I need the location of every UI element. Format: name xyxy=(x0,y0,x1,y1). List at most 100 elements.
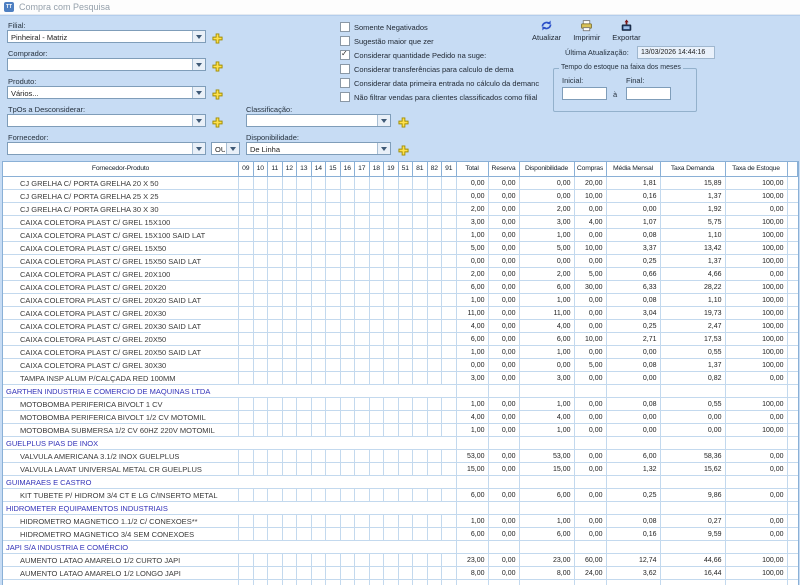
column-header-1[interactable]: Reserva xyxy=(488,162,520,177)
table-row[interactable]: VALVULA AMERICANA 3.1/2 INOX GUELPLUS 53,… xyxy=(3,450,798,463)
supplier-group-row[interactable]: HIDROMETER EQUIPAMENTOS INDUSTRIAIS xyxy=(3,502,798,515)
tpos-combo[interactable] xyxy=(7,114,206,127)
column-header-5[interactable]: Taxa Demanda xyxy=(660,162,726,177)
table-row[interactable]: CJ GRELHA C/ PORTA GRELHA 20 X 50 0,00 0,0… xyxy=(3,177,798,190)
table-row[interactable]: VALVULA LAVAT UNIVERSAL METAL CR GUELPLU… xyxy=(3,463,798,476)
column-header-fornecedor-produto[interactable]: Fornecedor-Produto xyxy=(3,162,239,177)
month-cell-82 xyxy=(428,580,442,585)
column-header-3[interactable]: Compras xyxy=(574,162,607,177)
table-row[interactable]: AUMENTO LATAO AMARELO 1/2 CURTO JAPI 23,0… xyxy=(3,554,798,567)
exportar-button[interactable]: Exportar xyxy=(612,19,641,42)
or-dropdown-icon[interactable] xyxy=(226,143,239,154)
table-row[interactable]: CAIXA COLETORA PLAST C/ GREL 15X100 SAID… xyxy=(3,229,798,242)
column-header-month-91[interactable]: 91 xyxy=(442,162,457,177)
fornecedor-dropdown-icon[interactable] xyxy=(192,143,205,154)
checkbox-option-3[interactable]: Considerar transferências para calculo d… xyxy=(340,62,539,76)
supplier-group-row[interactable]: GUELPLUS PIAS DE INOX xyxy=(3,437,798,450)
checkbox-option-4[interactable]: Considerar data primeira entrada no cálc… xyxy=(340,76,539,90)
table-row[interactable]: CJ GRELHA C/ PORTA GRELHA 30 X 30 2,00 0,0… xyxy=(3,203,798,216)
column-header-month-16[interactable]: 16 xyxy=(340,162,355,177)
add-classificacao-button[interactable] xyxy=(398,115,409,128)
table-row[interactable]: CAIXA COLETORA PLAST C/ GREL 20X30 11,00 0… xyxy=(3,307,798,320)
product-name: HIDROMETRO MAGNETICO 1.1/2 C/ CONEXOES** xyxy=(3,515,239,528)
column-header-month-18[interactable]: 18 xyxy=(369,162,384,177)
table-row[interactable]: CAIXA COLETORA PLAST C/ GREL 20X20 6,00 0,… xyxy=(3,281,798,294)
table-row[interactable]: CAIXA COLETORA PLAST C/ GREL 15X100 3,00 0… xyxy=(3,216,798,229)
table-row[interactable] xyxy=(3,580,798,585)
checkbox-option-1[interactable]: Sugestão maior que zer xyxy=(340,34,539,48)
filial-combo[interactable]: Pinheiral - Matriz xyxy=(7,30,206,43)
column-header-month-51[interactable]: 51 xyxy=(398,162,413,177)
month-cell-16 xyxy=(340,515,355,528)
table-row[interactable]: MOTOBOMBA SUBMERSA 1/2 CV 60HZ 220V MOTO… xyxy=(3,424,798,437)
classificacao-combo[interactable] xyxy=(246,114,391,127)
column-header-month-12[interactable]: 12 xyxy=(282,162,297,177)
column-header-month-82[interactable]: 82 xyxy=(427,162,442,177)
table-row[interactable]: HIDROMETRO MAGNETICO 1.1/2 C/ CONEXOES**… xyxy=(3,515,798,528)
column-header-0[interactable]: Total xyxy=(456,162,489,177)
imprimir-button[interactable]: Imprimir xyxy=(573,19,600,42)
column-header-month-19[interactable]: 19 xyxy=(384,162,399,177)
add-comprador-button[interactable] xyxy=(212,59,223,72)
produto-combo[interactable]: Vários... xyxy=(7,86,206,99)
column-header-month-10[interactable]: 10 xyxy=(253,162,268,177)
table-row[interactable]: HIDROMETRO MAGNETICO 3/4 SEM CONEXOES 6,0… xyxy=(3,528,798,541)
checkbox-option-5[interactable]: Não filtrar vendas para clientes classif… xyxy=(340,90,539,104)
checkbox-icon[interactable] xyxy=(340,64,350,74)
checkbox-option-0[interactable]: Somente Negativados xyxy=(340,20,539,34)
value-cell-3: 0,00 xyxy=(574,372,607,385)
table-row[interactable]: CAIXA COLETORA PLAST C/ GREL 30X30 0,00 0,… xyxy=(3,359,798,372)
comprador-combo[interactable] xyxy=(7,58,206,71)
table-row[interactable]: CJ GRELHA C/ PORTA GRELHA 25 X 25 0,00 0,0… xyxy=(3,190,798,203)
checkbox-icon[interactable] xyxy=(340,92,350,102)
final-input[interactable] xyxy=(626,87,671,100)
column-header-month-09[interactable]: 09 xyxy=(239,162,254,177)
table-row[interactable]: CAIXA COLETORA PLAST C/ GREL 15X50 5,00 0,… xyxy=(3,242,798,255)
atualizar-button[interactable]: Atualizar xyxy=(532,19,561,42)
inicial-input[interactable] xyxy=(562,87,607,100)
checkbox-icon[interactable] xyxy=(340,78,350,88)
disponibilidade-combo[interactable]: De Linha xyxy=(246,142,391,155)
table-row[interactable]: MOTOBOMBA PERIFERICA BIVOLT 1/2 CV MOTOM… xyxy=(3,411,798,424)
add-produto-button[interactable] xyxy=(212,87,223,100)
comprador-dropdown-icon[interactable] xyxy=(192,59,205,70)
add-disponibilidade-button[interactable] xyxy=(398,143,409,156)
column-header-month-15[interactable]: 15 xyxy=(326,162,341,177)
supplier-group-row[interactable]: GARTHEN INDUSTRIA E COMERCIO DE MAQUINAS… xyxy=(3,385,798,398)
fornecedor-combo[interactable] xyxy=(7,142,206,155)
add-tpos-button[interactable] xyxy=(212,115,223,128)
table-row[interactable]: CAIXA COLETORA PLAST C/ GREL 15X50 SAID … xyxy=(3,255,798,268)
produto-dropdown-icon[interactable] xyxy=(192,87,205,98)
checkbox-icon[interactable] xyxy=(340,49,350,60)
table-row[interactable]: CAIXA COLETORA PLAST C/ GREL 20X30 SAID … xyxy=(3,320,798,333)
filial-dropdown-icon[interactable] xyxy=(192,31,205,42)
disponibilidade-dropdown-icon[interactable] xyxy=(377,143,390,154)
table-row[interactable]: CAIXA COLETORA PLAST C/ GREL 20X50 6,00 0,… xyxy=(3,333,798,346)
column-header-month-14[interactable]: 14 xyxy=(311,162,326,177)
table-row[interactable]: CAIXA COLETORA PLAST C/ GREL 20X20 SAID … xyxy=(3,294,798,307)
table-row[interactable]: CAIXA COLETORA PLAST C/ GREL 20X50 SAID … xyxy=(3,346,798,359)
table-row[interactable]: KIT TUBETE P/ HIDROM 3/4 CT E LG C/INSER… xyxy=(3,489,798,502)
table-row[interactable]: AUMENTO LATAO AMARELO 1/2 LONGO JAPI 8,00… xyxy=(3,567,798,580)
supplier-group-row[interactable]: JAPI S/A INDUSTRIA E COMÉRCIO xyxy=(3,541,798,554)
add-filial-button[interactable] xyxy=(212,31,223,44)
column-header-month-13[interactable]: 13 xyxy=(297,162,312,177)
table-row[interactable]: TAMPA INSP ALUM P/CALÇADA RED 100MM 3,00 0… xyxy=(3,372,798,385)
supplier-group-row[interactable]: GUIMARAES E CASTRO xyxy=(3,476,798,489)
classificacao-dropdown-icon[interactable] xyxy=(377,115,390,126)
column-header-6[interactable]: Taxa de Estoque xyxy=(725,162,788,177)
table-row[interactable]: CAIXA COLETORA PLAST C/ GREL 20X100 2,00 0… xyxy=(3,268,798,281)
column-header-4[interactable]: Média Mensal xyxy=(606,162,661,177)
column-header-month-17[interactable]: 17 xyxy=(355,162,370,177)
checkbox-icon[interactable] xyxy=(340,22,350,32)
column-header-month-11[interactable]: 11 xyxy=(268,162,283,177)
fornecedor-or-selector[interactable]: OU xyxy=(211,142,240,155)
tpos-dropdown-icon[interactable] xyxy=(192,115,205,126)
table-row[interactable]: MOTOBOMBA PERIFERICA BIVOLT 1 CV 1,00 0,00… xyxy=(3,398,798,411)
checkbox-option-2[interactable]: Considerar quantidade Pedido na suge: xyxy=(340,48,539,62)
column-header-2[interactable]: Disponibilidade xyxy=(519,162,575,177)
value-cell-1: 0,00 xyxy=(488,294,520,307)
checkbox-icon[interactable] xyxy=(340,36,350,46)
column-header-month-81[interactable]: 81 xyxy=(413,162,428,177)
month-cell-10 xyxy=(253,320,268,333)
